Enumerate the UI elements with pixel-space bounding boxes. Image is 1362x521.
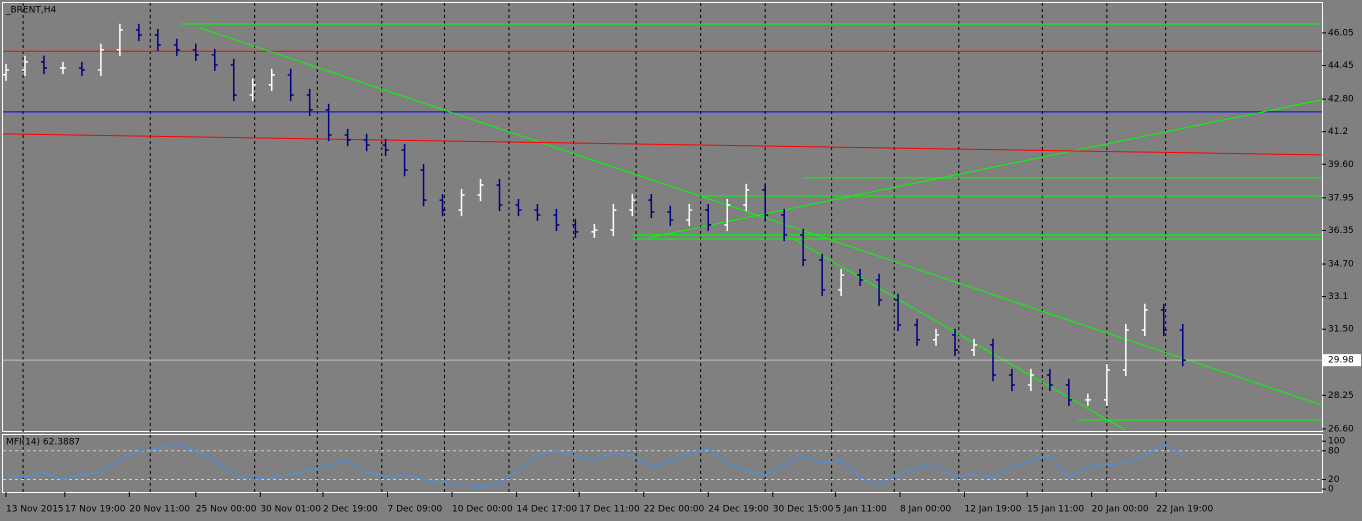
x-tick-label: 10 Dec 00:00 xyxy=(452,505,513,515)
trend-line xyxy=(199,27,1322,406)
x-tick-label: 20 Nov 11:00 xyxy=(129,505,190,515)
x-tick-label: 22 Jan 19:00 xyxy=(1156,505,1213,515)
y-tick-label: 39.60 xyxy=(1328,160,1354,170)
current-price-box xyxy=(1323,354,1361,367)
x-tick-label: 20 Jan 00:00 xyxy=(1092,505,1149,515)
x-tick-label: 2 Dec 19:00 xyxy=(323,505,378,515)
x-tick-label: 13 Nov 2015 xyxy=(6,505,64,515)
y-tick-label: 31.50 xyxy=(1328,325,1354,335)
y-tick-label: 26.60 xyxy=(1328,424,1354,434)
y-tick-label: 0 xyxy=(1328,485,1334,495)
trend-line xyxy=(649,99,1322,239)
y-tick-label: 100 xyxy=(1328,437,1345,447)
indicator-title: MFI(14) 62.3887 xyxy=(6,438,80,448)
x-tick-label: 14 Dec 17:00 xyxy=(517,505,578,515)
y-tick-label: 42.80 xyxy=(1328,95,1354,105)
y-tick-label: 33.1 xyxy=(1328,292,1348,302)
y-tick-label: 20 xyxy=(1328,475,1340,485)
x-tick-label: 7 Dec 09:00 xyxy=(387,505,442,515)
y-tick-label: 37.95 xyxy=(1328,193,1354,203)
x-tick-label: 5 Jan 11:00 xyxy=(835,505,887,515)
x-tick-label: 25 Nov 00:00 xyxy=(196,505,257,515)
x-tick-label: 30 Dec 15:00 xyxy=(773,505,834,515)
mfi-line xyxy=(5,442,1184,488)
x-tick-label: 8 Jan 00:00 xyxy=(900,505,952,515)
x-tick-label: 24 Dec 19:00 xyxy=(708,505,769,515)
x-tick-label: 30 Nov 01:00 xyxy=(260,505,321,515)
x-tick-label: 15 Jan 11:00 xyxy=(1027,505,1084,515)
main-frame xyxy=(2,2,1323,432)
y-tick-label: 34.70 xyxy=(1328,260,1354,270)
current-price-label: 29.98 xyxy=(1328,356,1354,366)
trend-line xyxy=(2,133,1322,156)
y-tick-label: 36.35 xyxy=(1328,226,1354,236)
x-tick-label: 12 Jan 19:00 xyxy=(964,505,1021,515)
x-tick-label: 17 Dec 11:00 xyxy=(579,505,640,515)
mfi-frame xyxy=(2,434,1323,493)
chart-title: _BRENT,H4 xyxy=(5,6,56,16)
y-tick-label: 41.2 xyxy=(1328,127,1348,137)
x-tick-label: 22 Dec 00:00 xyxy=(644,505,705,515)
x-tick-label: 17 Nov 19:00 xyxy=(65,505,126,515)
y-tick-label: 46.05 xyxy=(1328,28,1354,38)
y-tick-label: 44.45 xyxy=(1328,61,1354,71)
y-tick-label: 80 xyxy=(1328,446,1340,456)
y-tick-label: 28.25 xyxy=(1328,391,1354,401)
